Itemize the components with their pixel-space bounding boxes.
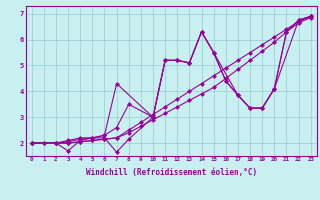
X-axis label: Windchill (Refroidissement éolien,°C): Windchill (Refroidissement éolien,°C) xyxy=(86,168,257,177)
